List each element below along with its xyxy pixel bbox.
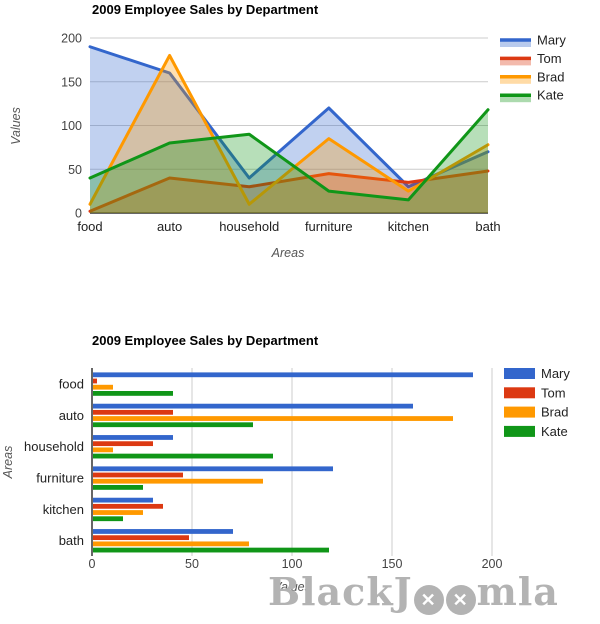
x-axis-tick-label: 200 bbox=[482, 557, 503, 571]
y-axis-title: Areas bbox=[1, 446, 15, 480]
bar-furniture-kate bbox=[93, 485, 143, 490]
y-axis-tick-label: 100 bbox=[61, 119, 82, 133]
bar-kitchen-brad bbox=[93, 510, 143, 515]
legend-label: Mary bbox=[541, 366, 570, 381]
y-axis-tick-label: 150 bbox=[61, 75, 82, 89]
legend-color-swatch bbox=[504, 425, 535, 437]
x-axis-title: Areas bbox=[271, 246, 305, 260]
x-axis-category-label: household bbox=[219, 219, 279, 234]
legend-area-swatch bbox=[500, 95, 531, 103]
legend-label: Kate bbox=[541, 424, 568, 439]
chart-title: 2009 Employee Sales by Department bbox=[92, 2, 319, 17]
bar-auto-brad bbox=[93, 416, 453, 421]
bar-furniture-mary bbox=[93, 466, 333, 472]
bar-bath-kate bbox=[93, 547, 329, 553]
legend-label: Kate bbox=[537, 88, 564, 103]
horizontal-bar-chart: food auto household furniture kitchen bath 0 50… bbox=[1, 333, 570, 594]
bar-auto-tom bbox=[93, 409, 173, 415]
legend-label: Brad bbox=[541, 405, 568, 420]
x-axis-title: Values bbox=[273, 580, 311, 594]
y-axis-category-label: food bbox=[59, 377, 84, 392]
x-axis-tick-label: 50 bbox=[185, 557, 199, 571]
watermark-text-suffix: mla bbox=[476, 569, 559, 614]
legend-color-swatch bbox=[504, 387, 535, 399]
legend-item-tom: Tom bbox=[500, 51, 562, 66]
series-area-kate bbox=[90, 109, 488, 213]
legend-area-swatch bbox=[500, 77, 531, 84]
legend-color-swatch bbox=[504, 368, 535, 379]
bar-household-kate bbox=[93, 453, 273, 459]
y-axis-category-label: household bbox=[24, 439, 84, 454]
y-axis-category-label: furniture bbox=[36, 471, 84, 486]
bar-household-mary bbox=[93, 435, 173, 440]
bar-bath-mary bbox=[93, 529, 233, 534]
legend-label: Tom bbox=[541, 385, 566, 400]
x-axis-category-label: bath bbox=[475, 219, 500, 234]
y-axis-tick-label: 50 bbox=[68, 163, 82, 177]
bar-bath-tom bbox=[93, 535, 189, 541]
bar-food-kate bbox=[93, 391, 173, 396]
legend-item-tom: Tom bbox=[504, 385, 566, 400]
y-axis-tick-label: 0 bbox=[75, 207, 82, 221]
bar-food-mary bbox=[93, 372, 473, 378]
series-line-tom bbox=[88, 169, 490, 213]
joomla-circle-icon: ✕ bbox=[445, 585, 476, 615]
legend-item-mary: Mary bbox=[500, 33, 566, 48]
legend-item-kate: Kate bbox=[504, 424, 568, 439]
x-axis-tick-label: 0 bbox=[89, 557, 96, 571]
legend-area-swatch bbox=[500, 40, 531, 47]
legend-item-brad: Brad bbox=[504, 405, 568, 420]
y-axis-category-label: auto bbox=[59, 408, 84, 423]
bar-furniture-brad bbox=[93, 478, 263, 484]
area-chart-figure: 0 50 100 150 200 food auto household furniture ki… bbox=[0, 0, 600, 300]
series-line-kate bbox=[88, 108, 490, 202]
bar-chart-figure: food auto household furniture kitchen bath 0 50… bbox=[0, 312, 600, 624]
y-axis-title: Values bbox=[9, 107, 23, 145]
y-axis-category-label: bath bbox=[59, 533, 84, 548]
area-chart: 0 50 100 150 200 food auto household furniture ki… bbox=[9, 2, 566, 260]
joomla-circle-icon: ✕ bbox=[413, 585, 444, 615]
bar-kitchen-mary bbox=[93, 497, 153, 503]
legend-area-swatch bbox=[500, 58, 531, 66]
x-axis-category-label: kitchen bbox=[388, 219, 429, 234]
bar-kitchen-kate bbox=[93, 516, 123, 522]
chart-title: 2009 Employee Sales by Department bbox=[92, 333, 319, 348]
legend-label: Brad bbox=[537, 69, 564, 84]
x-axis-tick-label: 100 bbox=[282, 557, 303, 571]
legend-label: Tom bbox=[537, 51, 562, 66]
watermark-text-prefix: BlackJ bbox=[268, 569, 413, 614]
legend-item-brad: Brad bbox=[500, 69, 564, 84]
bar-food-brad bbox=[93, 384, 113, 390]
x-axis-category-label: auto bbox=[157, 219, 182, 234]
legend-item-mary: Mary bbox=[504, 366, 570, 381]
series-area-mary bbox=[90, 46, 488, 213]
x-axis-category-label: furniture bbox=[305, 219, 353, 234]
legend-item-kate: Kate bbox=[500, 88, 564, 103]
bar-auto-kate bbox=[93, 422, 253, 428]
x-axis-category-label: food bbox=[77, 219, 102, 234]
bar-bath-brad bbox=[93, 541, 249, 547]
y-axis-tick-label: 200 bbox=[61, 32, 82, 46]
bar-household-tom bbox=[93, 441, 153, 447]
bar-household-brad bbox=[93, 447, 113, 453]
legend-color-swatch bbox=[504, 406, 535, 418]
bar-food-tom bbox=[93, 378, 97, 384]
watermark: BlackJ ✕ ✕ mla bbox=[268, 572, 559, 615]
x-axis-tick-label: 150 bbox=[382, 557, 403, 571]
bar-kitchen-tom bbox=[93, 503, 163, 509]
bar-furniture-tom bbox=[93, 472, 183, 478]
bar-auto-mary bbox=[93, 403, 413, 409]
legend-label: Mary bbox=[537, 33, 566, 48]
y-axis-category-label: kitchen bbox=[43, 502, 84, 517]
